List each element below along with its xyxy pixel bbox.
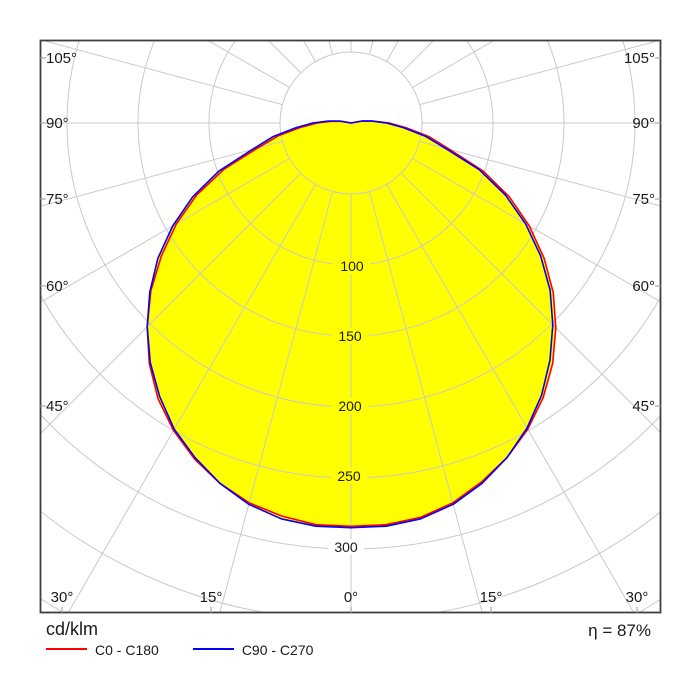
grid-ray-120 xyxy=(412,40,496,88)
angle-label-bottom: 30° xyxy=(51,589,74,606)
angle-label-right: 60° xyxy=(632,278,655,295)
angle-label-bottom: 0° xyxy=(344,589,358,606)
grid-ray-330 xyxy=(67,184,316,613)
angle-label-left: 75° xyxy=(46,191,69,208)
legend-label-c90-c270: C90 - C270 xyxy=(241,642,314,659)
legend-line-c0-c180 xyxy=(46,647,87,650)
angle-label-right: 105° xyxy=(624,50,655,67)
grid-ray-150 xyxy=(386,40,400,62)
grid-ray-15 xyxy=(368,191,483,613)
grid-ray-285 xyxy=(40,140,283,207)
radial-label-bg xyxy=(332,328,368,344)
grid-ray-240 xyxy=(206,40,290,88)
radial-label: 250 xyxy=(337,468,361,484)
efficiency-label: η = 87% xyxy=(588,621,651,640)
grid-ray-165 xyxy=(368,40,374,55)
angle-label-left: 90° xyxy=(46,115,69,132)
radial-label-bg xyxy=(334,258,370,274)
angle-label-left: 60° xyxy=(46,278,69,295)
radial-label: 100 xyxy=(340,258,364,274)
legend-label-c0-c180: C0 - C180 xyxy=(95,642,159,659)
radial-label-bg xyxy=(328,539,364,555)
angle-label-left: 45° xyxy=(46,398,69,415)
grid-ray-75 xyxy=(419,140,661,207)
grid-ray-30 xyxy=(386,184,635,613)
angle-label-bottom: 15° xyxy=(480,589,503,606)
radial-label-bg xyxy=(331,468,367,484)
grid-ray-135 xyxy=(400,40,435,74)
distribution-fill-1 xyxy=(147,121,553,528)
intensity-curve-c0-c180 xyxy=(146,120,557,528)
grid-ray-60 xyxy=(412,158,661,303)
angle-label-left: 105° xyxy=(46,50,77,67)
grid-ray-345 xyxy=(219,191,334,613)
angle-label-bottom: 15° xyxy=(200,589,223,606)
grid-ray-105 xyxy=(419,40,661,106)
grid-ray-210 xyxy=(302,40,316,62)
radial-label: 150 xyxy=(338,328,362,344)
angle-label-right: 75° xyxy=(632,191,655,208)
intensity-curve-c90-c270 xyxy=(146,120,554,529)
angle-label-right: 45° xyxy=(632,398,655,415)
radial-label: 200 xyxy=(338,398,362,414)
grid-ray-315 xyxy=(40,172,302,435)
legend-line-c90-c270 xyxy=(192,647,234,650)
grid-ray-195 xyxy=(328,40,334,55)
radial-label-bg xyxy=(332,398,368,414)
grid-ray-45 xyxy=(400,172,661,434)
unit-label: cd/klm xyxy=(46,619,99,639)
curve-legend: C0 - C180 C90 - C270 xyxy=(46,641,314,659)
grid-ray-300 xyxy=(40,158,290,304)
angle-label-right: 90° xyxy=(632,115,655,132)
angle-label-bottom: 30° xyxy=(626,589,649,606)
radial-label: 300 xyxy=(334,539,358,555)
